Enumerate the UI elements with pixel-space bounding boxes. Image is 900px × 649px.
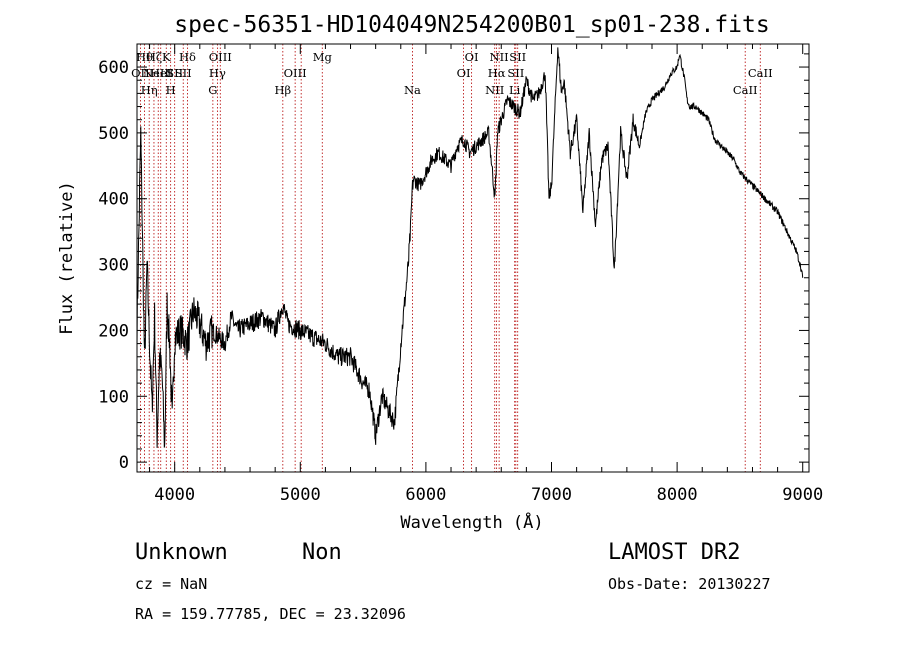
line-label: Hα [488,66,506,80]
line-label: NII [485,83,504,97]
y-tick-label: 300 [98,256,129,276]
survey-name: LAMOST DR2 [608,540,740,565]
y-tick-label: 200 [98,321,129,341]
line-label: Na [404,83,421,97]
y-tick-label: 500 [98,124,129,144]
line-label: K [162,50,171,64]
y-axis-label: Flux (relative) [57,181,77,335]
line-label: OIII [209,50,232,64]
y-axis-ticks: 0 100 200 300 400 500 600 [98,53,809,473]
y-tick-label: 600 [98,58,129,78]
x-tick-label: 7000 [531,485,572,505]
line-label: Hθ [136,50,153,64]
y-tick-label: 400 [98,190,129,210]
object-subclass: Non [302,540,342,565]
line-label: NeIII [143,66,174,80]
line-label: SII [509,50,526,64]
line-label: OIII [284,66,307,80]
line-label: H [166,83,176,97]
x-axis-label: Wavelength (Å) [400,511,543,533]
line-label: SII [507,66,524,80]
line-label: OII [131,66,150,80]
line-label: CaII [733,83,758,97]
observation-date: Obs-Date: 20130227 [608,575,771,593]
line-label: G [208,83,217,97]
x-axis-ticks: 4000 5000 6000 7000 8000 9000 [149,44,823,505]
spectral-line-markers [139,44,761,472]
x-tick-label: 8000 [657,485,698,505]
object-class: Unknown [135,540,228,565]
plot-frame [136,43,810,473]
chart-title: spec-56351-HD104049N254200B01_sp01-238.f… [174,12,769,38]
x-tick-label: 4000 [154,485,195,505]
y-tick-label: 100 [98,387,129,407]
line-label: Hη [141,83,158,97]
line-label: HeI [150,66,171,80]
redshift-value: cz = NaN [135,575,207,593]
line-label: NII [490,50,509,64]
line-label: Hγ [209,66,226,80]
line-label: Mg [313,50,333,64]
line-label: Li [509,83,521,97]
x-tick-label: 9000 [782,485,823,505]
line-label: Hζ [146,50,162,64]
line-label: SII [175,66,192,80]
line-label: CaII [748,66,773,80]
line-label: SII [166,66,183,80]
coordinates: RA = 159.77785, DEC = 23.32096 [135,605,406,623]
line-label: OI [457,66,471,80]
spectral-line-labels: OIIHθHηHζNeIIIHeIKHSIISIIHδGHγOIIIHβOIII… [131,50,773,97]
x-tick-label: 5000 [280,485,321,505]
spectrum-line [136,47,804,448]
line-label: OI [465,50,479,64]
line-label: Hδ [179,50,196,64]
x-tick-label: 6000 [405,485,446,505]
y-tick-label: 0 [119,453,129,473]
line-label: Hβ [274,83,291,97]
